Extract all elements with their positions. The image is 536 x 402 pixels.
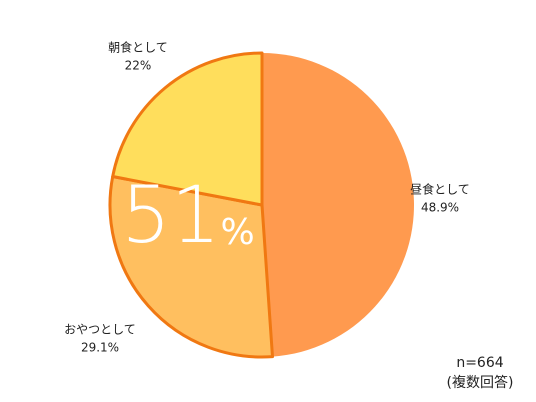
sample-note: (複数回答) — [447, 374, 514, 391]
slice-label: 朝食として — [108, 40, 168, 55]
slice-value-label: 29.1% — [81, 341, 119, 355]
highlight-label: 51% — [121, 171, 254, 261]
pie-slice — [262, 53, 415, 357]
slice-label: おやつとして — [64, 323, 136, 337]
pie-slice — [108, 175, 274, 359]
slice-label: 昼食として — [410, 182, 470, 197]
highlight-unit: % — [221, 212, 255, 253]
pie-slice — [111, 51, 264, 207]
slice-value-label: 48.9% — [421, 201, 459, 215]
highlight-number: 51 — [121, 171, 220, 261]
slice-value-label: 22% — [125, 59, 152, 73]
sample-size: n=664 — [456, 355, 503, 371]
pie — [108, 51, 415, 359]
